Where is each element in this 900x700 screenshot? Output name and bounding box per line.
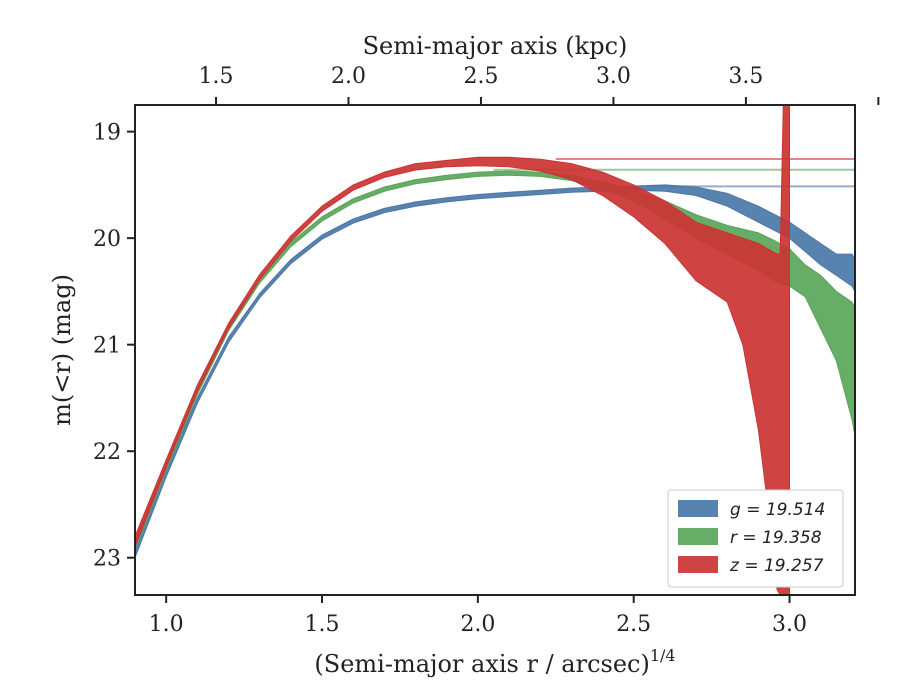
x-tick-label: 2.0 <box>460 612 495 637</box>
legend-swatch <box>678 528 718 545</box>
x-tick-label: 1.0 <box>149 612 184 637</box>
y-axis-label: m(<r) (mag) <box>48 274 76 426</box>
x-tick-label: 3.0 <box>772 612 807 637</box>
x-tick-label: 2.5 <box>616 612 651 637</box>
top-x-axis-label: Semi-major axis (kpc) <box>363 32 628 60</box>
top-x-tick-label: 3.0 <box>596 64 631 89</box>
top-x-tick-label: 2.0 <box>331 64 366 89</box>
y-axis: 19 20 21 22 23 <box>93 121 135 572</box>
series-band-r <box>135 170 855 550</box>
legend-swatch <box>678 500 718 517</box>
series-band-z <box>135 105 790 595</box>
top-x-tick-label: 3.5 <box>728 64 763 89</box>
x-axis-label-text: (Semi-major axis r / arcsec) <box>314 650 649 678</box>
legend-swatch <box>678 556 718 573</box>
x-axis-label: (Semi-major axis r / arcsec)1/4 <box>314 646 675 678</box>
top-x-tick-label: 1.5 <box>199 64 234 89</box>
top-x-tick-label: 2.5 <box>463 64 498 89</box>
y-tick-label: 21 <box>93 334 121 359</box>
legend-label: z = 19.257 <box>729 556 824 576</box>
legend-label: r = 19.358 <box>730 528 822 548</box>
x-axis-label-power: 1/4 <box>650 646 676 665</box>
bottom-x-axis: 1.0 1.5 2.0 2.5 3.0 <box>149 595 807 637</box>
series-layer <box>135 105 855 595</box>
y-tick-label: 19 <box>93 121 121 146</box>
y-tick-label: 22 <box>93 440 121 465</box>
legend: g = 19.514 r = 19.358 z = 19.257 <box>667 489 844 588</box>
top-x-axis: 1.5 2.0 2.5 3.0 3.5 <box>199 64 880 105</box>
y-tick-label: 23 <box>93 547 121 572</box>
y-tick-label: 20 <box>93 227 121 252</box>
plot-frame <box>134 104 856 596</box>
x-tick-label: 1.5 <box>305 612 340 637</box>
legend-label: g = 19.514 <box>730 500 825 520</box>
